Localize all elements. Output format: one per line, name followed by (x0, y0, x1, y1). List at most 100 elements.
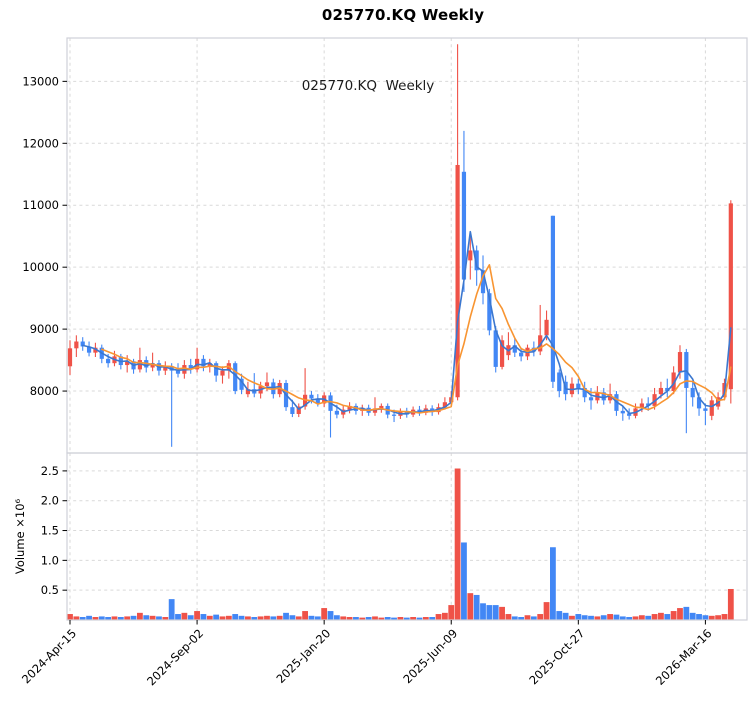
candle-body (709, 400, 714, 416)
volume-bar (632, 616, 639, 620)
candles-group (67, 44, 733, 447)
volume-bar (467, 593, 474, 620)
volume-bar (721, 614, 728, 620)
candle-body (150, 363, 155, 368)
volume-bar (645, 615, 652, 620)
volume-bar (340, 616, 347, 620)
volume-bar (270, 616, 277, 620)
candle-body (544, 319, 549, 336)
candle-body (430, 408, 435, 413)
price-tick-label: 8000 (30, 384, 59, 398)
candle-body (391, 414, 397, 416)
volume-bar (530, 616, 537, 620)
volume-bar (727, 588, 734, 620)
volume-bar (175, 614, 181, 620)
volume-bar (365, 617, 372, 620)
candle-body (665, 387, 670, 392)
volume-bar (181, 612, 188, 620)
volume-bar (213, 614, 220, 620)
volume-bar (416, 617, 423, 620)
volume-bar (664, 614, 671, 620)
volume-bar (111, 616, 118, 620)
volume-bar (702, 615, 709, 620)
volume-bar (569, 615, 575, 620)
volume-bar (594, 616, 601, 620)
x-tick-label: 2025-Jun-09 (400, 626, 460, 686)
volume-tick-label: 2.5 (41, 464, 59, 478)
volume-bar (353, 617, 359, 620)
candle-body (163, 366, 168, 371)
volume-bar (238, 615, 245, 620)
volume-bar (524, 615, 531, 620)
candle-body (461, 171, 467, 280)
candle-body (80, 341, 85, 347)
candle-body (519, 352, 524, 357)
volume-bar (232, 614, 239, 620)
volume-bar (638, 615, 645, 620)
volume-bar (105, 617, 112, 620)
volume-bar (251, 617, 258, 620)
volume-bars-group (67, 468, 734, 620)
volume-bar (422, 617, 429, 620)
candle-body (512, 345, 517, 353)
candle-body (309, 394, 314, 399)
candle-body (207, 363, 212, 367)
x-tick-label: 2024-Apr-15 (19, 626, 79, 686)
candle-body (671, 372, 676, 392)
candle-body (125, 361, 130, 366)
price-tick-label: 10000 (22, 260, 59, 274)
candle-body (239, 378, 244, 390)
volume-axis-label: Volume ×10⁶ (13, 498, 27, 574)
candle-body (233, 363, 238, 392)
volume-bar (486, 605, 493, 620)
volume-bar (441, 612, 448, 620)
gridlines (67, 38, 747, 620)
volume-bar (295, 616, 302, 620)
candle-body (652, 394, 657, 406)
price-y-axis: 8000 9000 10000 11000 12000 13000 (22, 74, 67, 398)
candle-body (493, 330, 498, 367)
axes-spines (66, 37, 748, 621)
candle-body (67, 348, 73, 367)
volume-tick-label: 0.5 (41, 583, 59, 597)
volume-bar (715, 615, 722, 620)
volume-bar (454, 468, 461, 620)
volume-bar (264, 615, 270, 620)
volume-bar (384, 617, 391, 620)
volume-bar (372, 616, 378, 620)
candle-body (264, 382, 270, 387)
candle-body (627, 413, 632, 416)
volume-bar (200, 614, 207, 620)
volume-bar (136, 612, 143, 620)
candle-body (417, 409, 422, 413)
volume-bar (321, 608, 328, 620)
x-tick-label: 2026-Mar-16 (653, 626, 715, 688)
candle-body (703, 408, 708, 411)
candle-body (201, 358, 206, 367)
volume-bar (499, 606, 505, 620)
candle-body (538, 335, 543, 352)
candle-body (607, 394, 613, 401)
volume-tick-label: 2.0 (41, 494, 59, 508)
volume-y-axis: 0.5 1.0 1.5 2.0 2.5 Volume ×10⁶ (13, 464, 67, 597)
volume-bar (537, 614, 544, 620)
candle-body (480, 270, 486, 294)
volume-bar (359, 617, 366, 620)
volume-bar (302, 611, 308, 620)
candle-body (296, 406, 301, 414)
volume-bar (600, 615, 607, 620)
candle-body (487, 293, 492, 331)
volume-bar (187, 615, 194, 620)
volume-bar (670, 611, 677, 620)
volume-bar (677, 608, 683, 620)
volume-bar (314, 616, 321, 620)
volume-bar (562, 612, 569, 620)
candle-body (728, 203, 733, 390)
volume-bar (206, 615, 213, 620)
candle-body (137, 360, 142, 370)
volume-bar (143, 615, 150, 620)
candle-body (658, 387, 664, 395)
volume-bar (683, 606, 690, 620)
